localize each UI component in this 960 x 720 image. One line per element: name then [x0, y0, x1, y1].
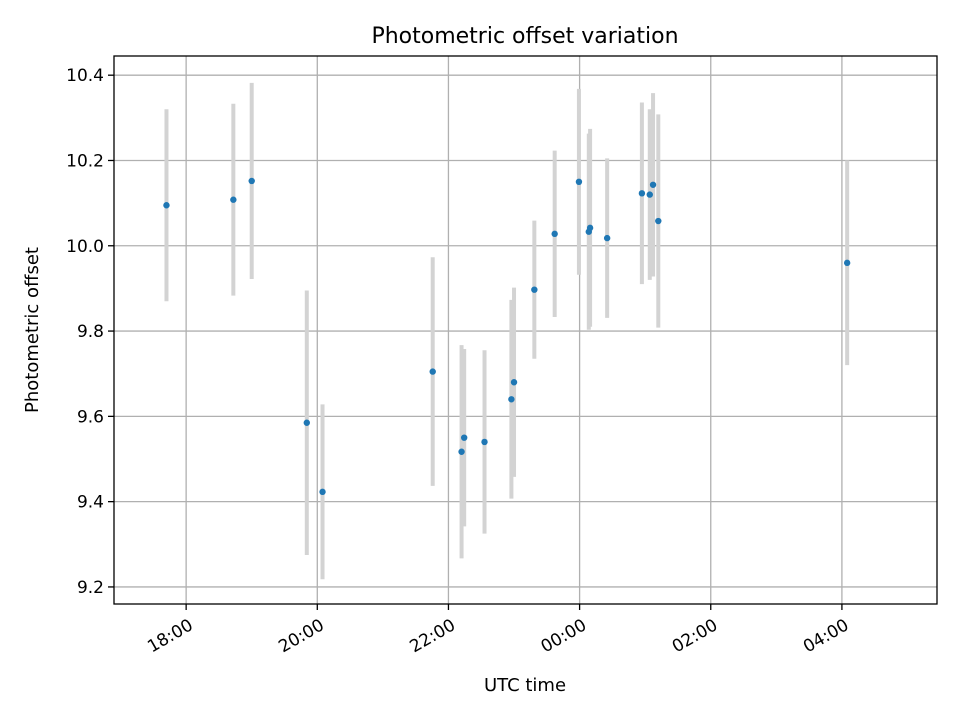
y-tick-label: 9.6	[77, 407, 104, 427]
plot-frame	[113, 55, 938, 605]
data-point	[638, 190, 646, 197]
data-point	[230, 196, 237, 203]
data-point	[510, 379, 518, 386]
x-axis-label: UTC time	[484, 675, 566, 696]
data-point	[248, 177, 255, 185]
data-point	[303, 419, 310, 426]
y-tick-label: 9.4	[77, 493, 104, 513]
data-point	[319, 488, 326, 496]
data-point	[586, 224, 594, 232]
data-point	[646, 191, 653, 198]
data-point	[603, 234, 611, 242]
y-tick-label: 9.8	[77, 322, 104, 342]
y-axis-label: Photometric offset	[22, 247, 43, 413]
data-point	[649, 181, 657, 188]
data-point	[460, 434, 468, 441]
data-point	[481, 438, 488, 446]
data-point	[531, 286, 538, 293]
y-tick-label: 10.2	[66, 151, 104, 171]
chart-title: Photometric offset variation	[371, 24, 678, 49]
data-point	[551, 230, 558, 238]
data-point	[508, 396, 515, 403]
y-tick-label: 9.2	[77, 578, 104, 598]
data-point	[458, 448, 465, 455]
data-point	[163, 202, 170, 209]
data-point	[575, 178, 583, 186]
data-point	[655, 217, 662, 225]
data-point	[843, 259, 851, 267]
y-tick-label: 10.0	[66, 237, 104, 257]
data-point	[429, 368, 436, 375]
point-layer	[163, 177, 851, 496]
y-tick-label: 10.4	[66, 66, 104, 86]
